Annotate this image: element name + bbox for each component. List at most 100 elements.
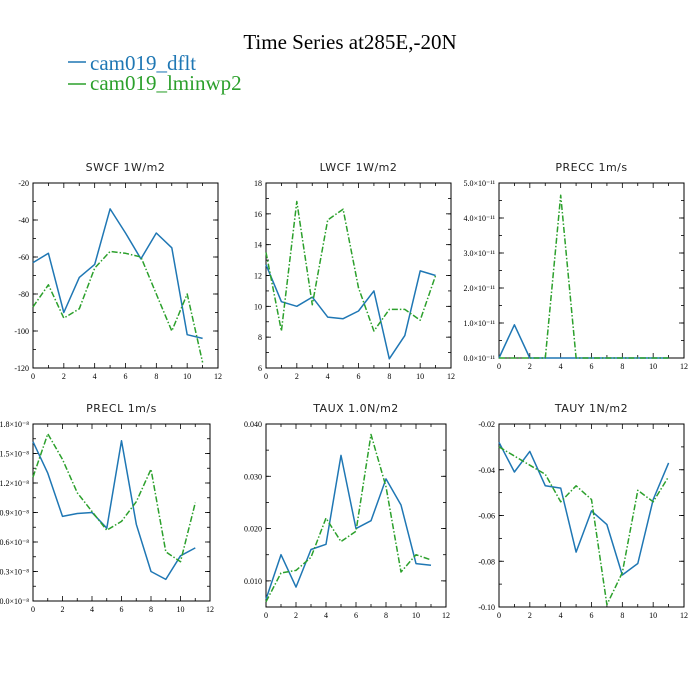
y-tick-label: -80 — [18, 290, 29, 299]
x-tick-label: 2 — [528, 611, 532, 620]
legend: cam019_dflt cam019_lminwp2 — [68, 51, 242, 95]
y-tick-label: 1.8×10⁻⁸ — [0, 420, 29, 429]
x-tick-label: 6 — [120, 605, 124, 614]
series-line-lminwp2 — [499, 194, 669, 359]
x-tick-label: 12 — [447, 372, 455, 381]
series-line-dflt — [265, 264, 436, 360]
panel-2: PRECC 1m/s 0 2 4 6 8 10 12 0.0×10⁻¹¹ 1.0×10⁻¹¹ 2.0… — [463, 161, 688, 371]
y-tick-label: 3.0×10⁻¹¹ — [463, 249, 495, 258]
x-tick-label: 10 — [412, 611, 420, 620]
y-tick-label: -100 — [14, 327, 29, 336]
y-tick-label: -40 — [18, 216, 29, 225]
x-tick-label: 0 — [497, 611, 501, 620]
y-tick-label: -0.04 — [478, 466, 495, 475]
x-tick-label: 2 — [62, 372, 66, 381]
x-tick-label: 2 — [294, 611, 298, 620]
y-tick-label: 0.0×10⁻¹¹ — [463, 354, 495, 363]
y-tick-label: 0.030 — [244, 472, 262, 481]
x-tick-label: 4 — [326, 372, 330, 381]
plot-frame — [498, 423, 685, 608]
y-tick-label: -120 — [14, 364, 29, 373]
series-line-dflt — [265, 454, 432, 600]
panel-title: PRECL 1m/s — [86, 402, 157, 415]
x-tick-label: 12 — [680, 611, 688, 620]
x-tick-label: 10 — [649, 362, 657, 371]
x-tick-label: 12 — [680, 362, 688, 371]
legend-label-dflt: cam019_dflt — [90, 51, 196, 75]
y-tick-label: 2.0×10⁻¹¹ — [463, 284, 495, 293]
x-tick-label: 0 — [497, 362, 501, 371]
series-line-lminwp2 — [498, 446, 670, 606]
panel-title: SWCF 1W/m2 — [86, 161, 166, 174]
x-tick-label: 4 — [90, 605, 94, 614]
panel-1: LWCF 1W/m2 0 2 4 6 8 10 12 6 8 10 12 14 16 18 — [254, 161, 455, 381]
y-tick-label: 10 — [254, 302, 262, 311]
figure-title: Time Series at285E,-20N — [243, 30, 456, 54]
series-line-lminwp2 — [265, 433, 432, 603]
x-tick-label: 6 — [124, 372, 128, 381]
series-line-dflt — [32, 208, 203, 340]
x-tick-label: 0 — [31, 605, 35, 614]
x-tick-label: 6 — [590, 362, 594, 371]
x-tick-label: 10 — [183, 372, 191, 381]
x-tick-label: 8 — [384, 611, 388, 620]
y-tick-label: -0.10 — [478, 603, 495, 612]
x-tick-label: 8 — [620, 611, 624, 620]
x-tick-label: 4 — [559, 362, 563, 371]
x-tick-label: 12 — [206, 605, 214, 614]
series-line-dflt — [498, 441, 670, 576]
x-tick-label: 8 — [620, 362, 624, 371]
y-tick-label: 16 — [254, 210, 262, 219]
series-line-lminwp2 — [32, 250, 204, 363]
x-tick-label: 8 — [154, 372, 158, 381]
panel-4: TAUX 1.0N/m2 0 2 4 6 8 10 12 0.010 0.020 0.030 0.04… — [244, 402, 450, 620]
x-tick-label: 2 — [295, 372, 299, 381]
x-tick-label: 4 — [93, 372, 97, 381]
panel-title: PRECC 1m/s — [555, 161, 627, 174]
y-tick-label: 0.0×10⁻⁸ — [0, 597, 29, 606]
x-tick-label: 4 — [559, 611, 563, 620]
y-tick-label: 12 — [254, 272, 262, 281]
y-tick-label: 0.9×10⁻⁸ — [0, 509, 29, 518]
y-tick-label: 1.2×10⁻⁸ — [0, 479, 29, 488]
x-tick-label: 6 — [357, 372, 361, 381]
y-tick-label: 0.020 — [244, 525, 262, 534]
x-tick-label: 12 — [442, 611, 450, 620]
panel-3: PRECL 1m/s 0 2 4 6 8 10 12 0.0×10⁻⁸ 0.3×10⁻⁸ 0.6×1… — [0, 402, 214, 614]
y-tick-label: 5.0×10⁻¹¹ — [463, 179, 495, 188]
x-tick-label: 8 — [149, 605, 153, 614]
x-tick-label: 10 — [177, 605, 185, 614]
plot-frame — [32, 182, 219, 369]
y-tick-label: -0.06 — [478, 512, 495, 521]
plot-frame — [265, 182, 452, 369]
y-tick-label: 14 — [254, 241, 262, 250]
x-tick-label: 10 — [649, 611, 657, 620]
x-tick-label: 0 — [264, 611, 268, 620]
y-tick-label: 1.5×10⁻⁸ — [0, 450, 29, 459]
panel-title: TAUX 1.0N/m2 — [312, 402, 399, 415]
x-tick-label: 6 — [354, 611, 358, 620]
series-line-lminwp2 — [265, 200, 437, 332]
y-tick-label: -0.02 — [478, 420, 495, 429]
x-tick-label: 0 — [31, 372, 35, 381]
y-tick-label: -20 — [18, 179, 29, 188]
y-tick-label: 1.0×10⁻¹¹ — [463, 319, 495, 328]
x-tick-label: 0 — [264, 372, 268, 381]
panel-0: SWCF 1W/m2 0 2 4 6 8 10 12 -120 -100 -80 -60 -40 -20 — [14, 161, 222, 381]
y-tick-label: 0.3×10⁻⁸ — [0, 568, 29, 577]
x-tick-label: 2 — [61, 605, 65, 614]
y-tick-label: 4.0×10⁻¹¹ — [463, 214, 495, 223]
panel-title: TAUY 1N/m2 — [554, 402, 628, 415]
series-line-lminwp2 — [32, 433, 197, 563]
x-tick-label: 8 — [387, 372, 391, 381]
y-tick-label: 6 — [258, 364, 262, 373]
x-tick-label: 4 — [324, 611, 328, 620]
series-line-dflt — [498, 324, 669, 359]
panels: SWCF 1W/m2 0 2 4 6 8 10 12 -120 -100 -80 -60 -40 -20 L… — [0, 161, 688, 620]
plot-frame — [32, 423, 211, 602]
y-tick-label: 0.010 — [244, 577, 262, 586]
legend-label-lminwp2: cam019_lminwp2 — [90, 71, 242, 95]
y-tick-label: 8 — [258, 333, 262, 342]
x-tick-label: 10 — [416, 372, 424, 381]
